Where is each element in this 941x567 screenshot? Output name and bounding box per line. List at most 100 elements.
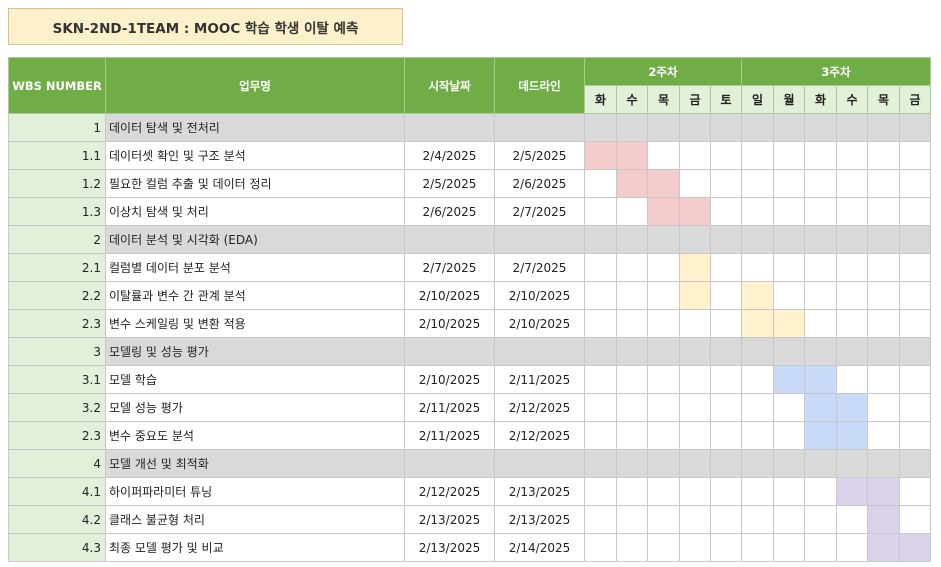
task-name-cell[interactable]: 클래스 불균형 처리 <box>105 505 405 534</box>
gantt-day-cell[interactable] <box>679 393 711 422</box>
gantt-day-cell[interactable] <box>773 197 805 226</box>
gantt-day-cell[interactable] <box>647 505 680 534</box>
task-name-cell[interactable]: 하이퍼파라미터 튜닝 <box>105 477 405 506</box>
gantt-bar-cell[interactable] <box>679 253 711 282</box>
gantt-day-cell[interactable] <box>867 253 900 282</box>
gantt-day-cell[interactable] <box>899 449 931 478</box>
wbs-number-cell[interactable]: 1 <box>8 113 106 142</box>
gantt-day-cell[interactable] <box>899 477 931 506</box>
gantt-day-cell[interactable] <box>710 253 742 282</box>
gantt-day-cell[interactable] <box>867 113 900 142</box>
task-name-cell[interactable]: 모델 개선 및 최적화 <box>105 449 405 478</box>
gantt-day-cell[interactable] <box>836 113 868 142</box>
gantt-day-cell[interactable] <box>804 449 837 478</box>
gantt-day-cell[interactable] <box>804 309 837 338</box>
gantt-bar-cell[interactable] <box>836 421 868 450</box>
day-header-8[interactable]: 수 <box>836 85 868 114</box>
deadline-cell[interactable]: 2/7/2025 <box>494 253 585 282</box>
gantt-day-cell[interactable] <box>836 337 868 366</box>
gantt-day-cell[interactable] <box>899 281 931 310</box>
gantt-day-cell[interactable] <box>836 169 868 198</box>
gantt-day-cell[interactable] <box>584 365 617 394</box>
gantt-day-cell[interactable] <box>741 169 774 198</box>
day-header-5[interactable]: 일 <box>741 85 774 114</box>
gantt-day-cell[interactable] <box>584 281 617 310</box>
gantt-day-cell[interactable] <box>867 169 900 198</box>
gantt-day-cell[interactable] <box>836 533 868 562</box>
gantt-day-cell[interactable] <box>710 393 742 422</box>
gantt-day-cell[interactable] <box>679 113 711 142</box>
task-name-cell[interactable]: 필요한 컬럼 추출 및 데이터 정리 <box>105 169 405 198</box>
gantt-day-cell[interactable] <box>647 113 680 142</box>
task-name-cell[interactable]: 모델 성능 평가 <box>105 393 405 422</box>
gantt-day-cell[interactable] <box>710 421 742 450</box>
gantt-day-cell[interactable] <box>647 393 680 422</box>
wbs-number-cell[interactable]: 2.3 <box>8 309 106 338</box>
gantt-day-cell[interactable] <box>867 337 900 366</box>
start-date-cell[interactable] <box>404 113 495 142</box>
gantt-day-cell[interactable] <box>773 449 805 478</box>
gantt-day-cell[interactable] <box>584 533 617 562</box>
task-name-cell[interactable]: 모델링 및 성능 평가 <box>105 337 405 366</box>
gantt-day-cell[interactable] <box>679 337 711 366</box>
gantt-day-cell[interactable] <box>647 449 680 478</box>
gantt-day-cell[interactable] <box>899 421 931 450</box>
day-header-6[interactable]: 월 <box>773 85 805 114</box>
gantt-day-cell[interactable] <box>741 421 774 450</box>
gantt-bar-cell[interactable] <box>679 197 711 226</box>
gantt-day-cell[interactable] <box>836 365 868 394</box>
start-date-cell[interactable]: 2/13/2025 <box>404 505 495 534</box>
gantt-day-cell[interactable] <box>679 365 711 394</box>
gantt-day-cell[interactable] <box>710 533 742 562</box>
gantt-day-cell[interactable] <box>741 449 774 478</box>
gantt-day-cell[interactable] <box>679 225 711 254</box>
gantt-day-cell[interactable] <box>741 141 774 170</box>
gantt-day-cell[interactable] <box>773 281 805 310</box>
deadline-cell[interactable]: 2/10/2025 <box>494 309 585 338</box>
gantt-day-cell[interactable] <box>804 281 837 310</box>
gantt-day-cell[interactable] <box>710 141 742 170</box>
gantt-day-cell[interactable] <box>773 421 805 450</box>
gantt-day-cell[interactable] <box>584 253 617 282</box>
gantt-day-cell[interactable] <box>867 197 900 226</box>
wbs-number-cell[interactable]: 4 <box>8 449 106 478</box>
gantt-day-cell[interactable] <box>867 365 900 394</box>
deadline-cell[interactable]: 2/12/2025 <box>494 421 585 450</box>
wbs-number-cell[interactable]: 2.3 <box>8 421 106 450</box>
wbs-number-cell[interactable]: 4.1 <box>8 477 106 506</box>
gantt-bar-cell[interactable] <box>584 141 617 170</box>
start-date-cell[interactable] <box>404 337 495 366</box>
start-date-cell[interactable]: 2/12/2025 <box>404 477 495 506</box>
wbs-number-cell[interactable]: 1.3 <box>8 197 106 226</box>
gantt-day-cell[interactable] <box>616 477 648 506</box>
gantt-day-cell[interactable] <box>741 365 774 394</box>
gantt-day-cell[interactable] <box>804 141 837 170</box>
gantt-day-cell[interactable] <box>647 281 680 310</box>
gantt-day-cell[interactable] <box>867 421 900 450</box>
gantt-day-cell[interactable] <box>899 197 931 226</box>
gantt-day-cell[interactable] <box>741 225 774 254</box>
gantt-day-cell[interactable] <box>773 113 805 142</box>
gantt-day-cell[interactable] <box>710 225 742 254</box>
gantt-day-cell[interactable] <box>647 477 680 506</box>
gantt-day-cell[interactable] <box>741 477 774 506</box>
gantt-day-cell[interactable] <box>899 393 931 422</box>
deadline-cell[interactable]: 2/6/2025 <box>494 169 585 198</box>
wbs-number-cell[interactable]: 2 <box>8 225 106 254</box>
deadline-cell[interactable] <box>494 113 585 142</box>
gantt-day-cell[interactable] <box>773 337 805 366</box>
gantt-day-cell[interactable] <box>616 253 648 282</box>
gantt-bar-cell[interactable] <box>647 169 680 198</box>
deadline-cell[interactable]: 2/10/2025 <box>494 281 585 310</box>
gantt-day-cell[interactable] <box>647 337 680 366</box>
gantt-day-cell[interactable] <box>899 225 931 254</box>
gantt-day-cell[interactable] <box>710 449 742 478</box>
gantt-day-cell[interactable] <box>899 253 931 282</box>
gantt-day-cell[interactable] <box>899 141 931 170</box>
gantt-day-cell[interactable] <box>584 477 617 506</box>
gantt-day-cell[interactable] <box>679 421 711 450</box>
start-date-cell[interactable]: 2/13/2025 <box>404 533 495 562</box>
gantt-day-cell[interactable] <box>584 113 617 142</box>
header-start-date[interactable]: 시작날짜 <box>404 57 495 114</box>
day-header-10[interactable]: 금 <box>899 85 931 114</box>
